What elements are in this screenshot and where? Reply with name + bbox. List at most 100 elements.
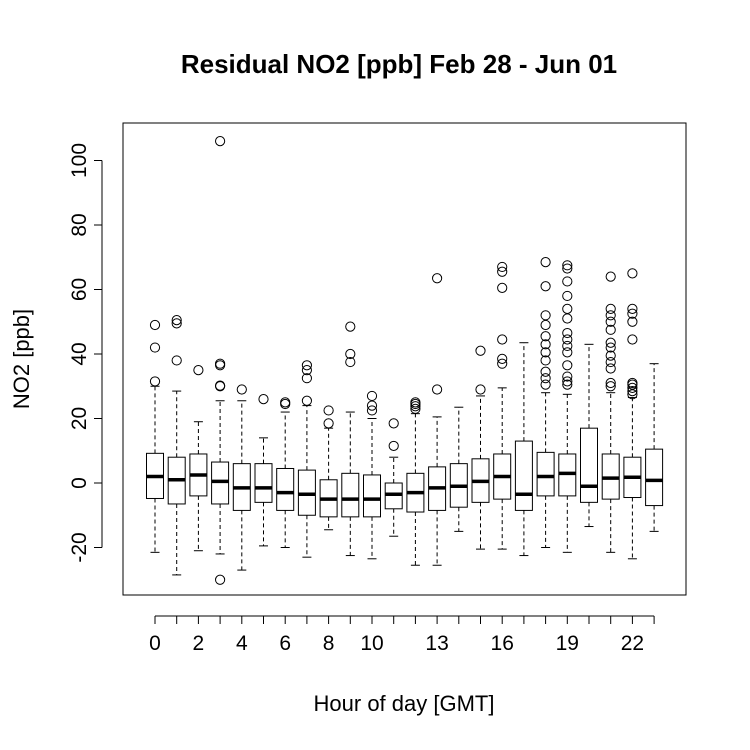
box-iqr — [254, 463, 273, 503]
x-tick-label: 19 — [556, 632, 579, 655]
box-hour-15 — [471, 345, 490, 550]
box-hour-3 — [211, 136, 230, 585]
outlier-point — [497, 282, 508, 293]
box-hour-6 — [276, 397, 295, 548]
x-tick-label: 22 — [621, 632, 644, 655]
outlier-point — [388, 418, 399, 429]
y-tick-label: -20 — [68, 532, 91, 562]
y-axis: -20 0 20 40 60 80 100 — [68, 143, 103, 563]
box-iqr — [341, 472, 360, 518]
outlier-point — [605, 271, 616, 282]
outlier-point — [627, 377, 638, 389]
outlier-point — [540, 256, 551, 268]
x-tick-label: 0 — [149, 632, 161, 655]
chart-title: Residual NO2 [ppb] Feb 28 - Jun 01 — [181, 49, 617, 79]
outlier-point — [280, 397, 291, 408]
box-series — [146, 136, 664, 585]
outlier-point — [562, 376, 573, 387]
box-hour-1 — [167, 315, 186, 576]
box-hour-2 — [189, 365, 208, 552]
x-tick-label: 10 — [360, 632, 383, 655]
x-tick-label: 2 — [193, 632, 205, 655]
box-hour-8 — [319, 405, 338, 531]
box-hour-10 — [363, 390, 381, 560]
box-hour-12 — [406, 397, 425, 566]
box-iqr — [276, 467, 295, 511]
outlier-point — [605, 350, 616, 361]
box-hour-16 — [493, 261, 512, 550]
box-hour-17 — [514, 342, 533, 557]
outlier-point — [562, 263, 573, 274]
outlier-point — [540, 331, 551, 342]
box-hour-13 — [428, 273, 447, 566]
outlier-point — [540, 281, 551, 292]
outlier-point — [627, 382, 638, 393]
outlier-point — [345, 356, 356, 368]
outlier-point — [410, 401, 421, 412]
y-tick-label: 80 — [68, 213, 91, 236]
x-tick-label: 4 — [236, 632, 248, 655]
outlier-point — [540, 339, 551, 350]
outlier-point — [345, 348, 356, 360]
box-iqr — [645, 448, 664, 507]
outlier-point — [171, 355, 182, 366]
outlier-point — [301, 365, 312, 376]
x-tick-label: 13 — [425, 632, 448, 655]
outlier-point — [562, 290, 573, 302]
outlier-point — [497, 266, 508, 277]
outlier-point — [149, 376, 161, 387]
box-hour-19 — [558, 260, 577, 553]
outlier-point — [475, 384, 486, 395]
outlier-point — [540, 379, 551, 390]
outlier-point — [562, 334, 573, 345]
outlier-point — [366, 405, 378, 416]
outlier-point — [301, 373, 312, 384]
x-tick-label: 6 — [279, 632, 291, 655]
outlier-point — [215, 358, 226, 369]
outlier-point — [562, 260, 573, 271]
box-hour-20 — [580, 343, 598, 528]
outlier-point — [562, 303, 573, 314]
outlier-point — [497, 261, 508, 273]
outlier-point — [562, 340, 573, 352]
outlier-point — [149, 319, 161, 331]
outlier-point — [627, 385, 638, 397]
y-axis-label: NO2 [ppb] — [9, 309, 34, 409]
outlier-point — [605, 356, 616, 368]
outlier-point — [475, 345, 486, 356]
outlier-point — [388, 440, 399, 452]
outlier-point — [605, 342, 616, 353]
outlier-point — [605, 363, 616, 374]
box-iqr — [580, 427, 598, 503]
outlier-point — [497, 358, 508, 369]
outlier-point — [301, 395, 312, 406]
box-hour-22 — [623, 268, 642, 560]
box-hour-23 — [645, 363, 664, 532]
box-hour-0 — [146, 319, 164, 553]
outlier-point — [323, 405, 334, 416]
outlier-point — [562, 360, 573, 371]
outlier-point — [605, 377, 616, 389]
box-iqr — [363, 474, 381, 518]
outlier-point — [627, 334, 638, 345]
x-tick-label: 16 — [491, 632, 514, 655]
outlier-point — [540, 373, 551, 384]
outlier-point — [366, 390, 378, 402]
box-hour-9 — [341, 321, 360, 557]
outlier-point — [301, 360, 312, 371]
outlier-point — [562, 347, 573, 358]
outlier-point — [562, 276, 573, 287]
outlier-point — [432, 273, 443, 284]
outlier-point — [258, 394, 269, 405]
y-tick-label: 0 — [68, 477, 91, 489]
plot-frame — [122, 122, 687, 596]
x-tick-label: 8 — [323, 632, 335, 655]
outlier-point — [149, 342, 161, 353]
x-axis-label: Hour of day [GMT] — [314, 691, 495, 716]
y-tick-label: 20 — [68, 407, 91, 430]
box-hour-7 — [297, 360, 316, 558]
outlier-point — [605, 316, 616, 327]
outlier-point — [171, 315, 182, 326]
box-hour-5 — [254, 394, 273, 547]
